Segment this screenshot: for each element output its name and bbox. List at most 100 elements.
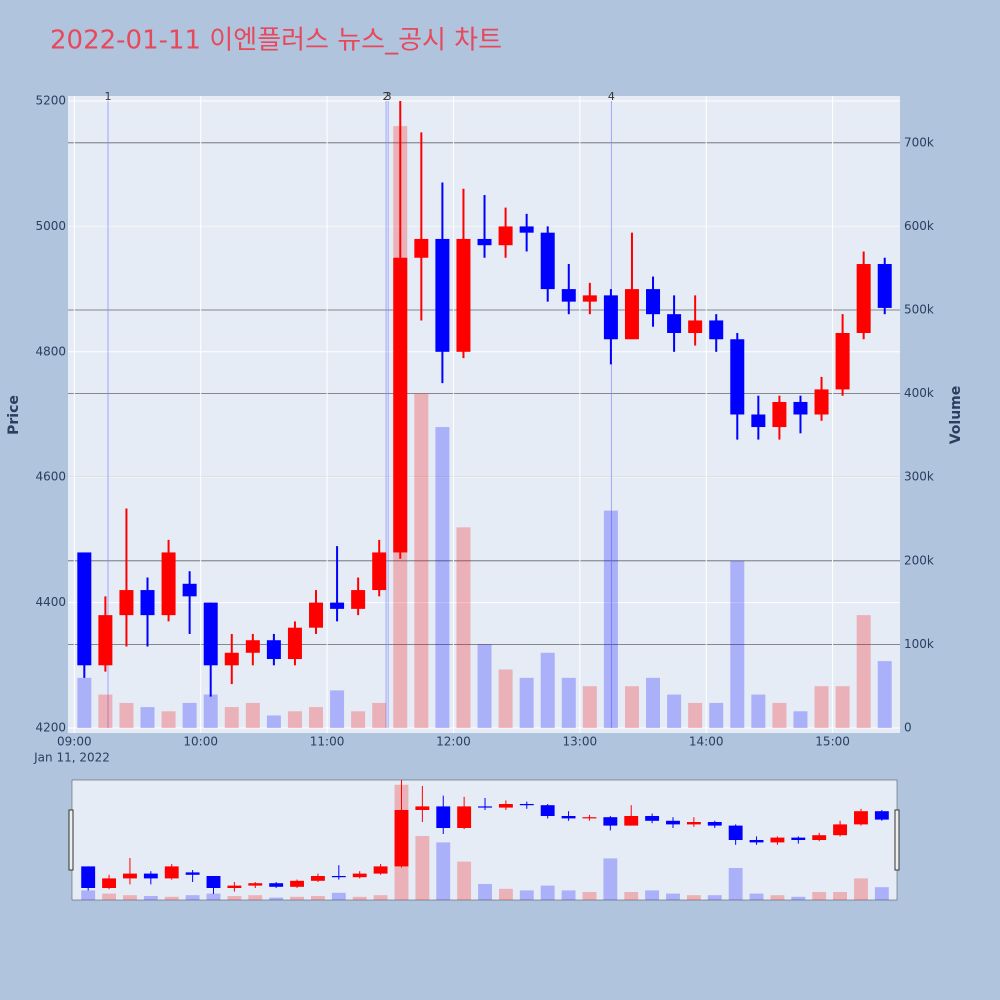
x-tick-label: 14:00 [689,735,724,749]
candle-body [245,640,260,653]
y2-tick-label: 600k [904,219,934,233]
range-volume-bar [373,895,388,900]
range-volume-bar [707,895,722,900]
volume-bar [709,702,724,728]
range-candle-body [666,820,680,825]
range-volume-bar [791,896,806,900]
x-tick-label: 09:00 [57,735,92,749]
candle-body [393,257,408,553]
news-label: 2 [383,90,390,103]
volume-bar [330,690,345,728]
range-candle-body [143,873,158,879]
candle-body [266,640,281,660]
range-volume-bar [164,896,179,900]
range-candle-body [310,876,325,881]
volume-bar [603,510,618,728]
y-tick-label: 4600 [35,470,66,484]
y2-tick-label: 500k [904,303,934,317]
range-volume-bar [666,893,680,900]
candle-body [519,226,534,233]
range-candle-body [352,873,367,878]
range-candle-body [81,866,96,888]
volume-bar [667,694,682,728]
candle-body [582,295,597,302]
y-tick-label: 4400 [35,595,66,609]
candle-body [814,389,829,415]
range-candle-body [812,835,827,840]
y-tick-label: 5000 [35,219,66,233]
range-volume-bar [352,896,367,900]
candle-body [456,238,471,352]
range-candle-body [582,817,597,819]
candle-body [751,414,766,428]
candle-body [435,238,450,352]
x-tick-label: 15:00 [815,735,850,749]
range-candle-body [123,873,137,879]
volume-bar [519,677,534,728]
range-candle-body [185,872,200,875]
range-candle-body [603,817,618,826]
range-handle[interactable] [68,809,74,871]
x-tick-label: 11:00 [310,735,345,749]
x-tick-label: 13:00 [563,735,598,749]
volume-bar [266,715,281,728]
range-volume-bar [498,888,513,900]
range-volume-bar [478,884,492,900]
candle-body [709,320,724,340]
range-volume-bar [812,892,827,900]
range-volume-bar [582,892,597,900]
range-candle-body [290,880,304,887]
y-tick-label: 4800 [35,344,66,358]
candle-body [856,264,871,333]
volume-bar [372,702,387,728]
candle-body [330,602,345,609]
range-candle-body [854,811,868,825]
range-candle-body [791,837,806,840]
candle-body [287,627,302,660]
candle-body [77,552,92,666]
candle-body [835,332,850,390]
volume-bar [77,677,92,728]
candle-body [119,590,134,616]
range-volume-bar [123,895,137,900]
range-volume-bar [624,892,639,900]
range-volume-bar [833,892,848,900]
range-handle[interactable] [894,809,900,871]
volume-bar [98,694,113,728]
candle-body [646,289,661,315]
volume-bar [498,669,513,728]
x-date-label: Jan 11, 2022 [33,751,110,765]
y-tick-label: 4200 [35,721,66,735]
candle-body [877,264,892,308]
candle-body [540,232,555,290]
candle-body [603,295,618,340]
candle-body [624,289,639,340]
candle-body [414,238,429,258]
range-candle-body [624,816,639,826]
candle-body [140,590,155,616]
candle-body [498,226,513,246]
range-candle-body [206,876,221,888]
range-volume-bar [248,895,263,900]
chart-title: 2022-01-11 이엔플러스 뉴스_공시 차트 [50,26,502,56]
range-candle-body [436,806,451,828]
volume-bar [119,702,134,728]
y2-axis-title: Volume [948,386,964,445]
range-volume-bar [645,890,660,900]
range-volume-bar [436,842,451,900]
range-candle-body [248,883,263,886]
volume-bar [793,711,808,728]
volume-bar [414,393,429,728]
volume-bar [456,527,471,728]
volume-bar [161,711,176,728]
range-volume-bar [185,895,200,900]
range-volume-bar [143,896,158,900]
news-label: 4 [608,90,615,103]
y-tick-label: 5200 [35,94,66,108]
y2-tick-label: 100k [904,637,934,651]
range-candle-body [561,816,576,819]
volume-bar [561,677,576,728]
range-candle-body [540,805,555,816]
volume-bar [140,707,155,728]
candle-body [688,320,703,333]
